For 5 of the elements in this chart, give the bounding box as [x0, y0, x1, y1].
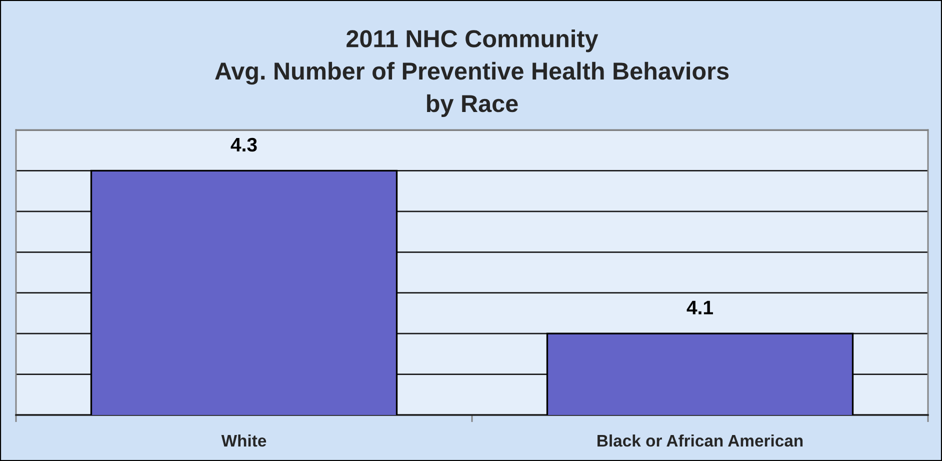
x-tick-label: Black or African American [598, 434, 803, 447]
data-label: 4.3 [230, 138, 257, 152]
x-tick-label: White [221, 434, 266, 447]
chart-title: 2011 NHC Community Avg. Number of Preventive Health Behaviors by Race [215, 30, 729, 117]
data-label: 4.1 [686, 300, 713, 314]
